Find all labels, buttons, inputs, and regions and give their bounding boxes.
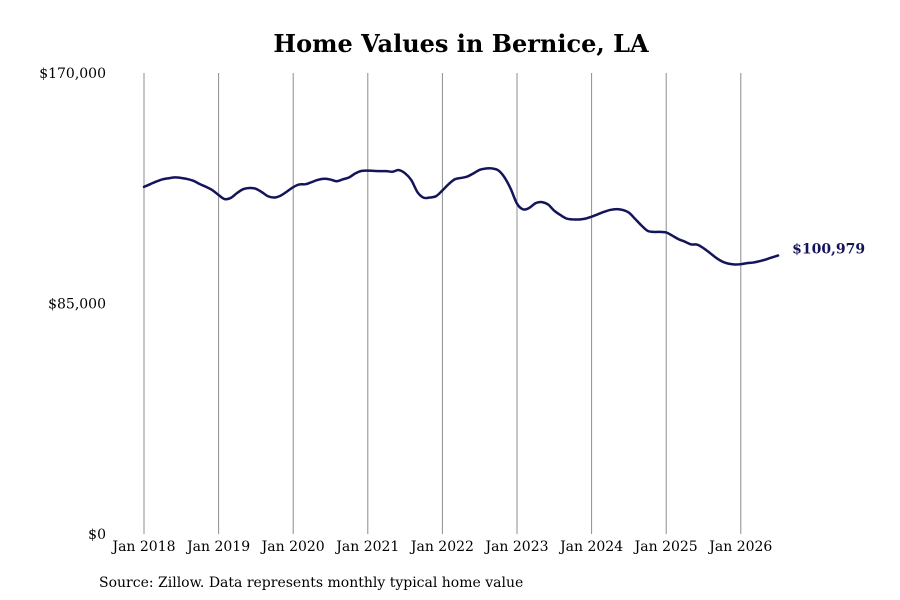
- series-line-0: [142, 167, 780, 266]
- y-tick-label-0: $0: [88, 527, 106, 543]
- y-tick-label-2: $170,000: [39, 66, 106, 82]
- chart-title: Home Values in Bernice, LA: [273, 29, 649, 58]
- x-tick-label-7: Jan 2025: [633, 539, 698, 555]
- grid-lines: [143, 73, 742, 534]
- x-tick-label-2: Jan 2020: [260, 539, 325, 555]
- y-tick-label-1: $85,000: [48, 297, 106, 313]
- x-tick-label-4: Jan 2022: [409, 539, 474, 555]
- x-tick-label-3: Jan 2021: [334, 539, 399, 555]
- series-layer: [142, 167, 780, 266]
- source-note: Source: Zillow. Data represents monthly …: [99, 575, 523, 591]
- y-axis: $0 $85,000 $170,000: [39, 66, 106, 543]
- x-tick-label-0: Jan 2018: [110, 539, 175, 555]
- x-tick-label-5: Jan 2023: [483, 539, 548, 555]
- x-tick-label-1: Jan 2019: [185, 539, 250, 555]
- x-tick-label-6: Jan 2024: [558, 539, 623, 555]
- end-value-label: $100,979: [792, 242, 865, 258]
- x-axis: Jan 2018 Jan 2019 Jan 2020 Jan 2021 Jan 2022…: [110, 539, 772, 555]
- x-tick-label-8: Jan 2026: [707, 539, 772, 555]
